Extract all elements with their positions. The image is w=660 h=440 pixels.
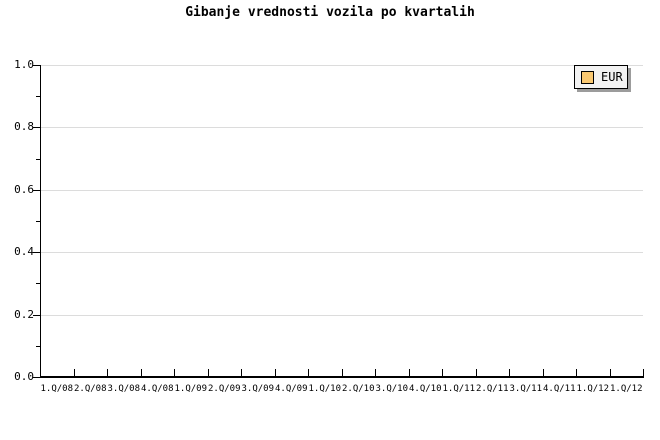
x-tick [442,369,443,377]
x-tick [140,369,142,377]
x-tick-label: 4.Q/09 [274,384,308,394]
x-tick-label: 3.Q/11 [509,384,542,394]
x-tick-label: 2.Q/09 [207,384,241,394]
x-tick-label: 1.Q/12 [576,384,609,394]
gridline [40,189,643,191]
x-tick-label: 3.Q/10 [375,384,408,394]
y-tick-major [33,377,40,378]
gridline [40,314,643,316]
y-tick-minor [36,221,40,222]
x-tick [341,369,343,377]
y-tick-label: 1.0 [14,58,34,71]
x-tick [107,369,108,377]
y-tick-major [33,127,40,129]
x-tick-label: 4.Q/08 [140,384,174,394]
x-tick [475,369,477,377]
x-axis-line [40,376,644,378]
x-tick-label: 4.Q/11 [542,384,576,394]
y-tick-label: 0.8 [14,120,34,134]
y-tick-major [33,314,40,316]
y-tick-label: 0.4 [14,245,34,259]
x-tick [375,369,376,377]
y-tick-major [33,65,40,66]
x-tick [174,369,175,377]
gridline [40,127,643,129]
y-tick-major [33,252,40,254]
plot-area [40,65,643,377]
y-tick-minor [36,158,40,160]
y-tick-label: 0.0 [14,370,34,383]
y-tick-minor [36,283,40,285]
x-tick [274,369,276,377]
x-tick-label: 2.Q/08 [73,384,107,394]
gridline [40,252,643,254]
y-tick-minor [36,96,40,98]
x-tick-label: 1.Q/08 [40,384,73,394]
x-tick [207,369,209,377]
x-tick [308,369,309,377]
gridline [40,65,643,66]
x-tick-label: 1.Q/10 [308,384,341,394]
x-tick [542,369,544,377]
y-tick-label: 0.2 [14,307,34,321]
y-tick-label: 0.6 [14,182,34,196]
legend: EUR [574,65,628,89]
x-tick [509,369,510,377]
y-tick-major [33,189,40,191]
x-tick-label: 2.Q/11 [475,384,509,394]
x-tick-label: 1.Q/12 [609,384,643,394]
x-tick [609,369,611,377]
x-tick [73,369,75,377]
x-tick-label: 1.Q/11 [442,384,475,394]
chart-title: Gibanje vrednosti vozila po kvartalih [185,5,475,20]
x-tick-label: 2.Q/10 [341,384,375,394]
x-tick [576,369,577,377]
x-tick [408,369,410,377]
y-axis-line [40,65,41,377]
legend-series-label: EUR [601,69,623,84]
legend-swatch-icon [581,70,594,84]
x-tick [241,369,242,377]
x-tick [643,369,644,377]
x-tick-label: 3.Q/09 [241,384,274,394]
x-tick-label: 4.Q/10 [408,384,442,394]
x-tick-label: 3.Q/08 [107,384,140,394]
y-tick-minor [36,345,40,347]
x-tick-label: 1.Q/09 [174,384,207,394]
